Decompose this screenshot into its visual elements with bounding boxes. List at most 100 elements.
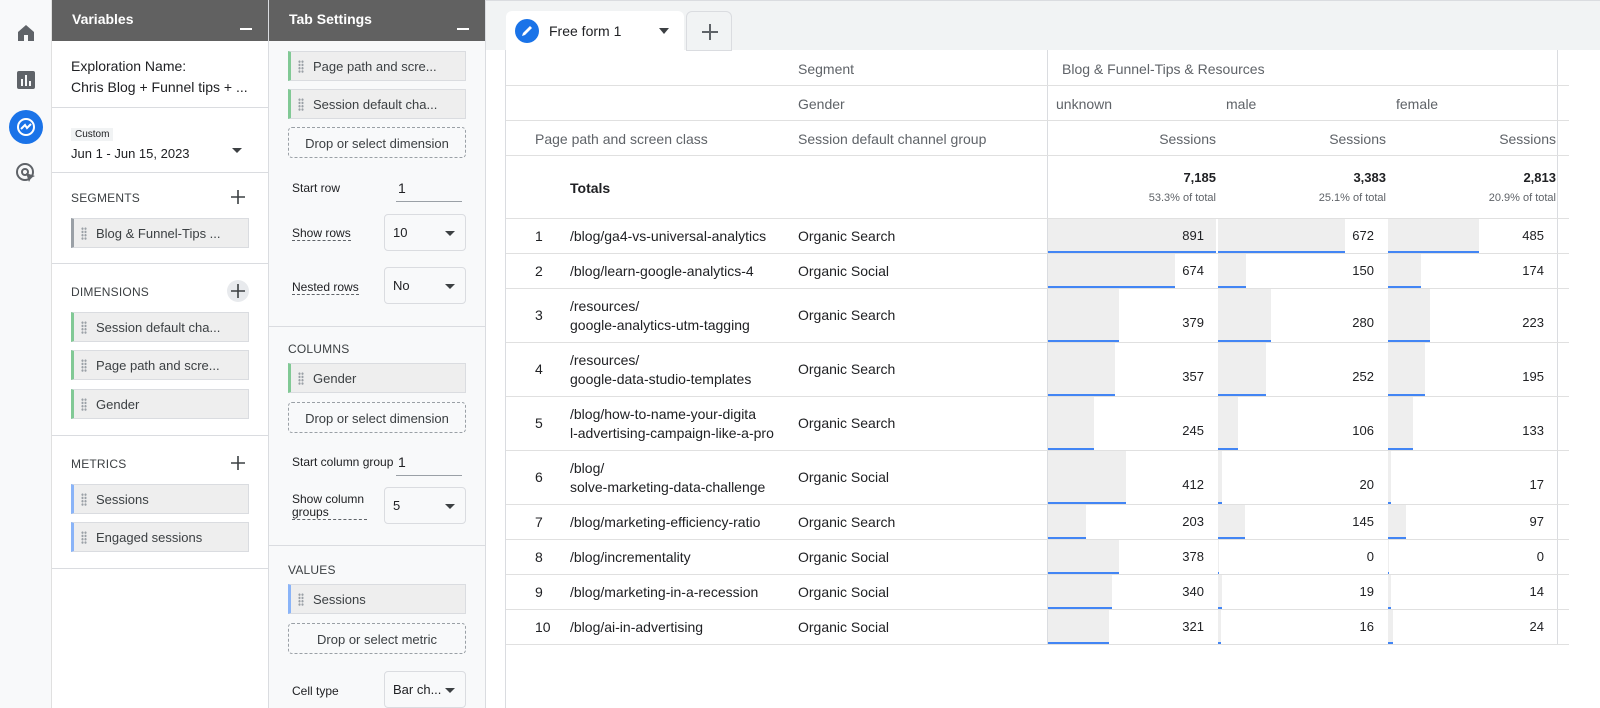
bar bbox=[1218, 575, 1222, 609]
page-path: /resources/ bbox=[570, 352, 640, 368]
section-heading: DIMENSIONS bbox=[71, 285, 150, 299]
channel: Organic Search bbox=[798, 227, 896, 244]
session-value: 14 bbox=[1529, 583, 1544, 599]
tab-menu[interactable] bbox=[659, 28, 669, 34]
explore-icon[interactable] bbox=[8, 109, 44, 145]
select[interactable]: 10 bbox=[384, 214, 466, 251]
session-value: 19 bbox=[1359, 583, 1374, 599]
select[interactable]: 5 bbox=[384, 487, 466, 524]
session-value: 412 bbox=[1182, 477, 1204, 492]
session-value: 0 bbox=[1536, 548, 1544, 564]
session-value: 97 bbox=[1529, 513, 1544, 529]
chip[interactable]: Page path and scre... bbox=[288, 51, 466, 81]
page-path: solve-marketing-data-challenge bbox=[570, 479, 766, 495]
channel: Organic Social bbox=[798, 618, 890, 635]
row-divider bbox=[506, 218, 1569, 219]
row-divider bbox=[506, 450, 1569, 451]
arrow bbox=[445, 284, 455, 289]
bar bbox=[1388, 610, 1393, 644]
chip[interactable]: Gender bbox=[71, 389, 249, 419]
panel-title: Tab Settings bbox=[269, 0, 485, 41]
chip[interactable]: Blog & Funnel-Tips ... bbox=[71, 218, 249, 248]
home-icon[interactable] bbox=[16, 23, 36, 43]
divider bbox=[52, 172, 268, 173]
field-input[interactable]: 1 bbox=[396, 454, 462, 476]
bar bbox=[1388, 575, 1391, 609]
drop-zone[interactable]: Drop or select metric bbox=[288, 623, 466, 654]
row-divider bbox=[506, 120, 1569, 121]
select[interactable]: No bbox=[384, 267, 466, 304]
tab-bar: Free form 1 bbox=[486, 0, 1600, 51]
add-button[interactable] bbox=[227, 186, 249, 208]
drag-handle bbox=[81, 398, 87, 411]
page-path: /blog/incrementality bbox=[570, 548, 691, 565]
channel: Organic Social bbox=[798, 548, 890, 565]
bar bbox=[1048, 397, 1095, 450]
totals-label: Totals bbox=[570, 180, 611, 196]
row-rank: 9 bbox=[535, 583, 543, 600]
bar bbox=[1218, 343, 1266, 396]
total-value: 3,383 bbox=[1353, 170, 1386, 185]
panel-title: Variables bbox=[52, 0, 268, 41]
reports-icon[interactable] bbox=[16, 70, 36, 90]
drop-zone[interactable]: Drop or select dimension bbox=[288, 127, 466, 158]
field-label: Start row bbox=[292, 181, 341, 195]
add-button[interactable] bbox=[227, 280, 249, 302]
field-label: Nested rows bbox=[292, 280, 359, 295]
row-divider bbox=[506, 288, 1569, 289]
channel: Organic Social bbox=[798, 583, 890, 600]
date-range[interactable]: Jun 1 - Jun 15, 2023 bbox=[71, 146, 190, 161]
advertising-icon[interactable] bbox=[15, 162, 37, 184]
divider bbox=[52, 435, 268, 436]
add-button[interactable] bbox=[227, 452, 249, 474]
arrow bbox=[445, 504, 455, 509]
page-path: /blog/learn-google-analytics-4 bbox=[570, 262, 754, 279]
field-input[interactable]: 1 bbox=[396, 180, 462, 202]
chip[interactable]: Engaged sessions bbox=[71, 522, 249, 552]
divider bbox=[52, 107, 268, 108]
session-value: 321 bbox=[1182, 618, 1204, 634]
chip[interactable]: Page path and scre... bbox=[71, 350, 249, 380]
bar bbox=[1048, 254, 1176, 288]
drag-handle bbox=[298, 98, 304, 111]
bar bbox=[1048, 343, 1116, 396]
chip[interactable]: Session default cha... bbox=[71, 312, 249, 342]
session-value: 17 bbox=[1529, 477, 1544, 492]
row-rank: 8 bbox=[535, 548, 543, 565]
chip[interactable]: Session default cha... bbox=[288, 89, 466, 119]
segment-name: Blog & Funnel-Tips & Resources bbox=[1062, 61, 1265, 77]
tab[interactable]: Free form 1 bbox=[506, 11, 684, 51]
bar bbox=[1388, 254, 1421, 288]
session-value: 485 bbox=[1522, 227, 1544, 243]
session-value: 16 bbox=[1359, 618, 1374, 634]
section-heading: COLUMNS bbox=[288, 342, 350, 356]
session-value: 0 bbox=[1366, 548, 1374, 564]
add-tab[interactable] bbox=[686, 11, 732, 51]
drag-handle bbox=[81, 493, 87, 506]
total-percent: 25.1% of total bbox=[1318, 192, 1386, 204]
gender-header: male bbox=[1226, 96, 1257, 112]
chip[interactable]: Sessions bbox=[288, 584, 466, 614]
bar bbox=[1048, 575, 1113, 609]
drag-handle bbox=[298, 60, 304, 73]
drag-handle bbox=[81, 321, 87, 334]
chip[interactable]: Gender bbox=[288, 363, 466, 393]
plus-icon bbox=[702, 24, 718, 40]
select[interactable]: Bar ch... bbox=[384, 671, 466, 708]
session-value: 24 bbox=[1529, 618, 1544, 634]
bar bbox=[1218, 610, 1222, 644]
field-label: Show column groups bbox=[292, 493, 367, 520]
collapse[interactable] bbox=[457, 28, 469, 30]
collapse[interactable] bbox=[240, 28, 252, 30]
arrow bbox=[445, 688, 455, 693]
session-value: 150 bbox=[1352, 262, 1374, 278]
session-value: 133 bbox=[1522, 423, 1544, 438]
session-value: 245 bbox=[1182, 423, 1204, 438]
chip[interactable]: Sessions bbox=[71, 484, 249, 514]
drop-zone[interactable]: Drop or select dimension bbox=[288, 402, 466, 433]
row-rank: 6 bbox=[535, 469, 543, 485]
bar bbox=[1048, 451, 1126, 504]
row-divider bbox=[506, 342, 1569, 343]
row-divider bbox=[506, 609, 1569, 610]
